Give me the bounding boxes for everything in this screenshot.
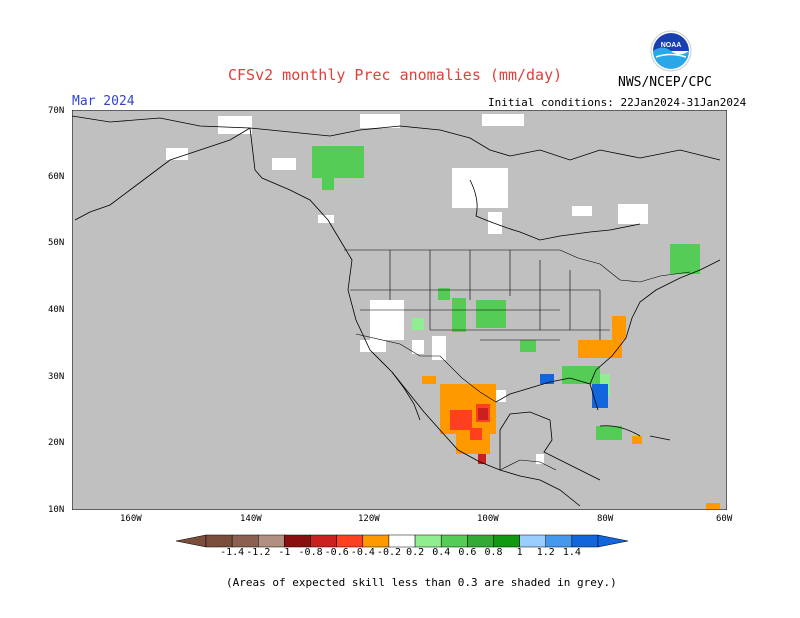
near-zero-areas xyxy=(166,114,648,464)
colorbar-cell xyxy=(336,534,364,548)
colorbar-cell xyxy=(258,534,285,548)
y-tick-label: 60N xyxy=(48,172,65,182)
colorbar-cell xyxy=(231,534,259,548)
colorbar-tick-label: -1 xyxy=(278,547,291,558)
colorbar-tick-label: -1.2 xyxy=(246,547,271,558)
coastlines xyxy=(72,115,721,507)
x-tick-label: 60W xyxy=(716,514,733,524)
colorbar-cell xyxy=(440,534,468,548)
anomaly-map xyxy=(72,110,727,510)
y-tick-label: 40N xyxy=(48,305,65,315)
colorbar-tick-label: -0.4 xyxy=(350,547,375,558)
y-tick-label: 70N xyxy=(48,106,65,116)
colorbar-tick-label: 0.2 xyxy=(406,547,425,558)
x-tick-label: 100W xyxy=(477,514,499,524)
map-title: CFSv2 monthly Prec anomalies (mm/day) xyxy=(228,66,563,84)
colorbar-tick-label: -1.4 xyxy=(220,547,245,558)
x-tick-label: 80W xyxy=(597,514,614,524)
colorbar-cell xyxy=(519,534,546,548)
initial-conditions-label: Initial conditions: 22Jan2024-31Jan2024 xyxy=(488,96,747,109)
colorbar-cell xyxy=(284,534,311,548)
political-boundaries xyxy=(344,249,691,471)
colorbar-cell xyxy=(205,534,233,548)
x-tick-label: 120W xyxy=(358,514,380,524)
colorbar-tick-label: 0.6 xyxy=(458,547,477,558)
colorbar-cell xyxy=(493,534,520,548)
y-tick-label: 50N xyxy=(48,238,65,248)
colorbar-tick-label: 0.4 xyxy=(432,547,451,558)
x-tick-label: 160W xyxy=(120,514,142,524)
colorbar-cell xyxy=(362,534,390,548)
month-label: Mar 2024 xyxy=(72,94,135,109)
colorbar-tick-label: 1.4 xyxy=(562,547,581,558)
colorbar-cell xyxy=(310,534,337,548)
colorbar-tick-label: 1 xyxy=(516,547,523,558)
colorbar-tick-label: -0.2 xyxy=(376,547,402,558)
colorbar-tick-label: 1.2 xyxy=(536,547,555,558)
colorbar-tick-label: -0.6 xyxy=(324,547,349,558)
colorbar-cell xyxy=(545,534,573,548)
colorbar xyxy=(176,534,628,548)
colorbar-tick-label: -0.8 xyxy=(298,547,323,558)
colorbar-cell xyxy=(467,534,494,548)
skill-note: (Areas of expected skill less than 0.3 a… xyxy=(226,576,617,589)
noaa-logo-icon: NOAA xyxy=(650,30,692,72)
y-tick-label: 30N xyxy=(48,372,65,382)
svg-text:NOAA: NOAA xyxy=(661,42,682,49)
colorbar-tick-label: 0.8 xyxy=(484,547,503,558)
colorbar-cell xyxy=(388,534,416,548)
positive-anomaly-areas xyxy=(312,146,700,440)
x-tick-label: 140W xyxy=(240,514,262,524)
agency-label: NWS/NCEP/CPC xyxy=(618,75,712,90)
strong-negative-anomaly-areas xyxy=(478,408,488,464)
colorbar-cell xyxy=(414,534,442,548)
colorbar-min-arrow xyxy=(176,534,207,548)
colorbar-cell xyxy=(571,534,599,548)
y-tick-label: 10N xyxy=(48,505,65,515)
colorbar-max-arrow xyxy=(597,534,628,548)
strong-positive-anomaly-areas xyxy=(540,374,608,408)
y-tick-label: 20N xyxy=(48,438,65,448)
